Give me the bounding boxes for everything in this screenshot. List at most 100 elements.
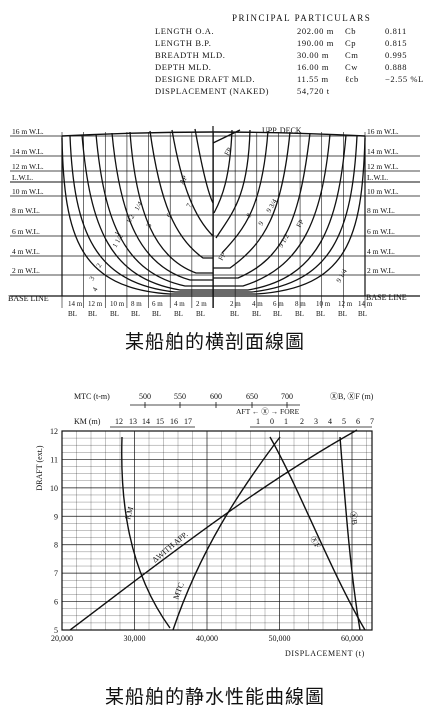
station-label: FP (223, 146, 234, 157)
draft-tick-label: 9 (54, 512, 58, 521)
bl-label: BL (295, 310, 304, 318)
bl-label: BL (230, 310, 239, 318)
bl-label: BL (196, 310, 205, 318)
mtc-curve (172, 436, 281, 631)
station-curve (213, 134, 347, 291)
station-label: 1/2 (125, 213, 137, 225)
waterline-label-right: 2 m W.L. (367, 266, 395, 275)
station-label: 6 (165, 212, 174, 219)
buttock-label: 6 m (152, 300, 163, 308)
particulars-coef: ℓcb (345, 74, 359, 84)
waterline-label-left: 12 m W.L. (12, 162, 44, 171)
station-curve (81, 134, 213, 291)
waterline-label-left: 10 m W.L. (12, 187, 44, 196)
station-curve (171, 129, 214, 237)
waterline-label-right: 12 m W.L. (367, 162, 399, 171)
lcb-tick-label: 1 (284, 417, 288, 426)
body-plan-caption: 某船舶的横剖面線圖 (124, 332, 305, 353)
lcb-tick-label: 3 (314, 417, 318, 426)
particulars-label: LENGTH B.P. (155, 38, 212, 48)
km-tick-label: 13 (129, 417, 137, 426)
particulars-coef: Cp (345, 38, 357, 48)
displacement-tick-labels: 20,000 30,000 40,000 50,000 60,000 (51, 634, 363, 643)
station-label: 4 (91, 286, 100, 293)
waterline-label-right: 4 m W.L. (367, 247, 395, 256)
particulars-row: DEPTH MLD. 16.00 m Cw 0.888 (155, 61, 428, 73)
station-curve (213, 131, 291, 269)
bl-label: BL (131, 310, 140, 318)
draft-tick-labels: 12 11 10 9 8 7 6 5 (50, 427, 58, 635)
buttock-label: 6 m (273, 300, 284, 308)
draft-tick-label: 8 (54, 541, 58, 550)
lcb-tick-label: 6 (356, 417, 360, 426)
station-curve (221, 130, 269, 254)
lcb-tick-label: 7 (370, 417, 374, 426)
waterline-label-left: 14 m W.L. (12, 147, 44, 156)
particulars-label: BREADTH MLD. (155, 50, 226, 60)
mtc-tick-label: 600 (210, 392, 222, 401)
curve-label-xb: ⓍB (348, 511, 359, 526)
displacement-tick-label: 40,000 (196, 634, 218, 643)
waterline-label-right: 6 m W.L. (367, 227, 395, 236)
waterline-labels-left: 16 m W.L. 14 m W.L. 12 m W.L. L.W.L. 10 m W.… (12, 127, 44, 275)
km-tick-label: 15 (156, 417, 164, 426)
buttock-label: 2 m (230, 300, 241, 308)
station-curve (213, 129, 233, 214)
particulars-row: BREADTH MLD. 30.00 m Cm 0.995 (155, 49, 428, 61)
xf-curve (269, 436, 366, 631)
waterline-label-right: L.W.L. (367, 173, 388, 182)
particulars-value: 54,720 t (297, 86, 330, 96)
bl-label: BL (68, 310, 77, 318)
waterline-label-left: 8 m W.L. (12, 206, 40, 215)
station-label: 3 (88, 275, 97, 282)
station-curve (215, 129, 251, 239)
buttock-label: 4 m (174, 300, 185, 308)
station-label: FP (295, 218, 306, 229)
particulars-title: PRINCIPAL PARTICULARS (232, 13, 372, 23)
station-label: 5 (145, 222, 154, 229)
station-label: 9 (257, 220, 266, 227)
draft-tick-label: 12 (50, 427, 58, 436)
hydro-curves: KM ΔWITH APP. MTC ⓍF ⓍB (69, 429, 366, 631)
km-tick-label: 12 (115, 417, 123, 426)
station-curve (61, 137, 213, 295)
bl-label: BL (152, 310, 161, 318)
km-tick-label: 14 (142, 417, 150, 426)
particulars-coef-value: 0.815 (385, 38, 408, 48)
station-label: 8 (245, 212, 254, 219)
km-curve (121, 436, 171, 629)
curve-label-xf: ⓍF (308, 535, 322, 551)
station-label: 9 3/4 (265, 197, 279, 214)
buttock-labels: 14 m BL 12 m BL 10 m BL 8 m BL 6 m BL 4 m BL 2 m BL 2 … (68, 300, 373, 318)
particulars-value: 16.00 m (297, 62, 330, 72)
xb-curve (339, 436, 361, 631)
aft-fore-label: AFT ← Ⓧ → FORE (236, 407, 300, 416)
lcb-tick-label: 0 (270, 417, 274, 426)
station-curve (129, 131, 213, 274)
mtc-tick-label: 700 (281, 392, 293, 401)
draft-tick-label: 5 (54, 626, 58, 635)
particulars-coef: Cw (345, 62, 359, 72)
buttock-label: 12 m (88, 300, 103, 308)
hydrostatic-chart: MTC (t-m) 500 550 600 650 700 ⓍB, ⓍF (m)AFT ← … (35, 392, 374, 658)
buttock-label: 2 m (196, 300, 207, 308)
bl-label: BL (110, 310, 119, 318)
waterline-labels-right: 16 m W.L. 14 m W.L. 12 m W.L. L.W.L. 10 m W.… (367, 127, 399, 275)
curve-label-km: KM (123, 506, 135, 521)
body-plan: 16 m W.L. 14 m W.L. 12 m W.L. L.W.L. 10 m W.… (8, 126, 420, 318)
station-curve (213, 137, 366, 295)
draft-tick-label: 6 (54, 598, 58, 607)
station-curve (212, 129, 241, 144)
displacement-curve (69, 429, 358, 631)
particulars-row: LENGTH B.P. 190.00 m Cp 0.815 (155, 37, 428, 49)
station-label: FP (217, 251, 228, 262)
particulars-label: DISPLACEMENT (NAKED) (155, 86, 270, 96)
waterline-label-left: 16 m W.L. (12, 127, 44, 136)
particulars-coef: Cm (345, 50, 359, 60)
station-curve (194, 128, 214, 204)
hydro-grid (61, 430, 373, 631)
displacement-tick-label: 30,000 (124, 634, 146, 643)
mtc-tick-label: 500 (139, 392, 151, 401)
displacement-tick-label: 20,000 (51, 634, 73, 643)
